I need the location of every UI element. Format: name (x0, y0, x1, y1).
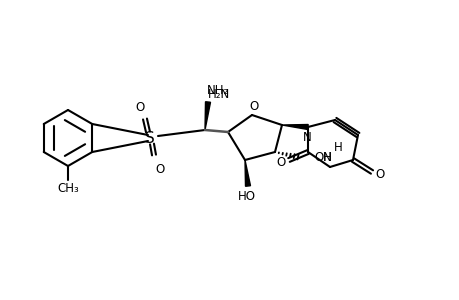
Text: HO: HO (237, 190, 256, 202)
Text: H: H (333, 140, 341, 154)
Polygon shape (205, 102, 210, 130)
Text: O: O (249, 100, 258, 112)
Polygon shape (245, 160, 250, 186)
Text: N: N (322, 151, 330, 164)
Text: OH: OH (313, 151, 331, 164)
Text: NH₂: NH₂ (207, 83, 229, 97)
Polygon shape (281, 124, 308, 130)
Text: O: O (276, 155, 285, 169)
Text: O: O (155, 163, 164, 176)
Text: N: N (302, 130, 311, 143)
Text: O: O (375, 167, 384, 181)
Text: O: O (135, 100, 144, 113)
Text: S: S (145, 130, 155, 146)
Text: H₂N: H₂N (207, 88, 230, 100)
Text: CH₃: CH₃ (57, 182, 78, 194)
